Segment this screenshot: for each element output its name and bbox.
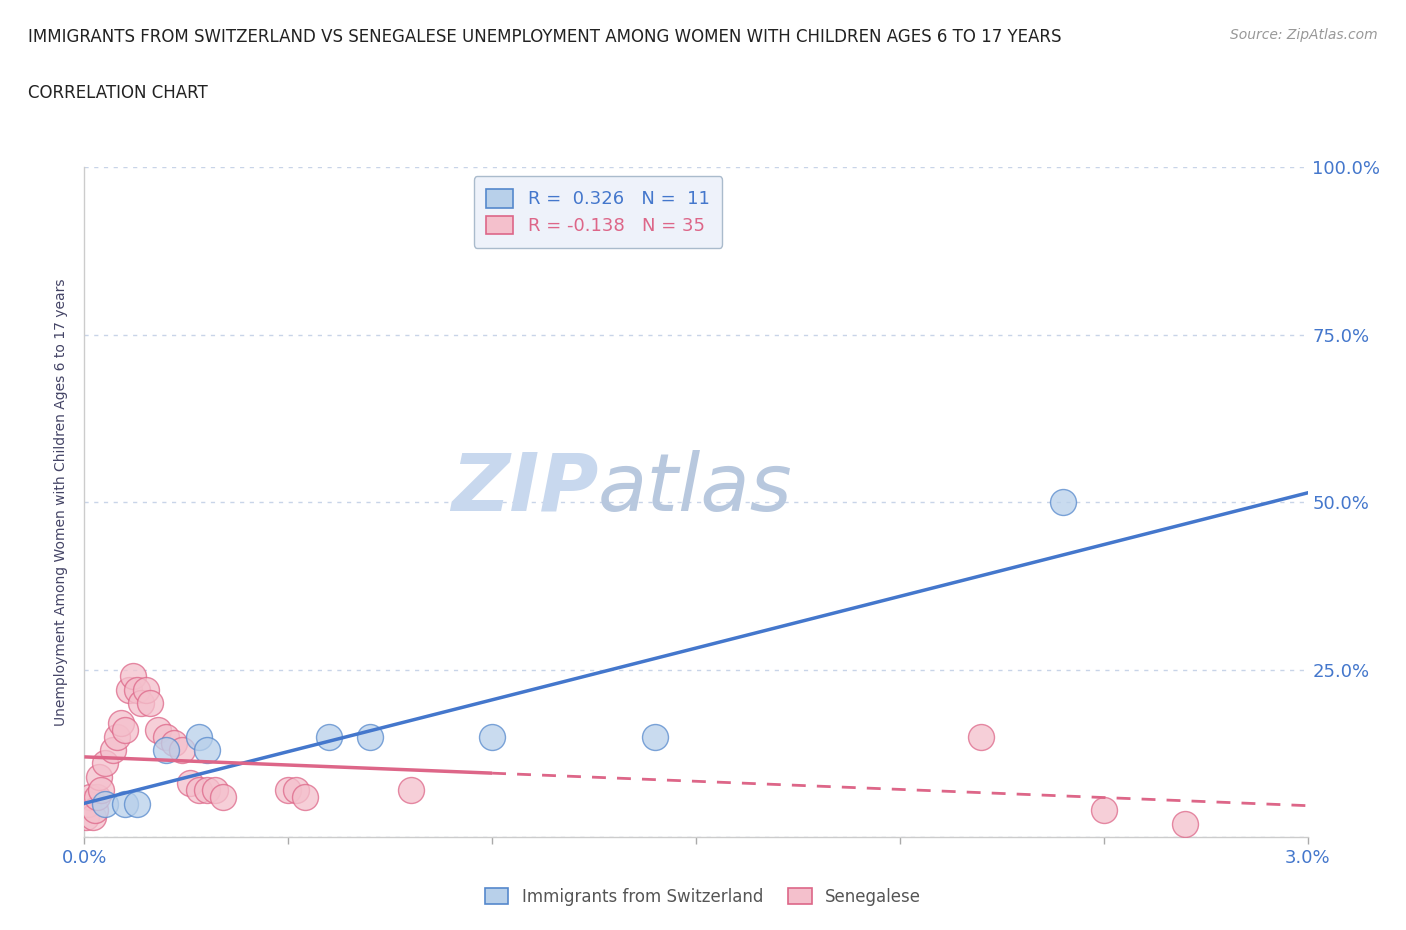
- Point: [82, 809, 104, 824]
- Point: [75, 809, 97, 824]
- Point: [1174, 817, 1197, 831]
- Point: [90, 783, 112, 798]
- Point: [127, 683, 149, 698]
- Point: [204, 783, 226, 798]
- Point: [172, 742, 194, 757]
- Legend: R =  0.326   N =  11, R = -0.138   N = 35: R = 0.326 N = 11, R = -0.138 N = 35: [474, 177, 723, 247]
- Y-axis label: Unemployment Among Women with Children Ages 6 to 17 years: Unemployment Among Women with Children A…: [55, 278, 69, 726]
- Point: [1092, 803, 1115, 817]
- Point: [131, 696, 153, 711]
- Point: [212, 790, 235, 804]
- Point: [195, 783, 218, 798]
- Legend: Immigrants from Switzerland, Senegalese: Immigrants from Switzerland, Senegalese: [478, 881, 928, 912]
- Text: IMMIGRANTS FROM SWITZERLAND VS SENEGALESE UNEMPLOYMENT AMONG WOMEN WITH CHILDREN: IMMIGRANTS FROM SWITZERLAND VS SENEGALES…: [28, 28, 1062, 46]
- Point: [114, 796, 136, 811]
- Point: [970, 729, 993, 744]
- Point: [359, 729, 381, 744]
- Point: [83, 803, 105, 817]
- Text: ZIP: ZIP: [451, 450, 598, 528]
- Point: [195, 742, 218, 757]
- Point: [187, 783, 209, 798]
- Point: [135, 683, 157, 698]
- Point: [93, 796, 117, 811]
- Point: [93, 756, 117, 771]
- Point: [187, 729, 209, 744]
- Point: [87, 769, 110, 784]
- Point: [399, 783, 422, 798]
- Point: [118, 683, 141, 698]
- Point: [163, 736, 186, 751]
- Point: [122, 669, 145, 684]
- Text: Source: ZipAtlas.com: Source: ZipAtlas.com: [1230, 28, 1378, 42]
- Point: [277, 783, 299, 798]
- Point: [179, 776, 201, 790]
- Point: [1052, 495, 1074, 510]
- Point: [79, 790, 101, 804]
- Point: [155, 729, 177, 744]
- Point: [114, 723, 136, 737]
- Text: CORRELATION CHART: CORRELATION CHART: [28, 84, 208, 101]
- Text: atlas: atlas: [598, 450, 793, 528]
- Point: [155, 742, 177, 757]
- Point: [481, 729, 503, 744]
- Point: [138, 696, 160, 711]
- Point: [294, 790, 316, 804]
- Point: [101, 742, 124, 757]
- Point: [105, 729, 128, 744]
- Point: [146, 723, 169, 737]
- Point: [285, 783, 308, 798]
- Point: [77, 796, 100, 811]
- Point: [110, 716, 132, 731]
- Point: [86, 790, 108, 804]
- Point: [127, 796, 149, 811]
- Point: [644, 729, 666, 744]
- Point: [318, 729, 340, 744]
